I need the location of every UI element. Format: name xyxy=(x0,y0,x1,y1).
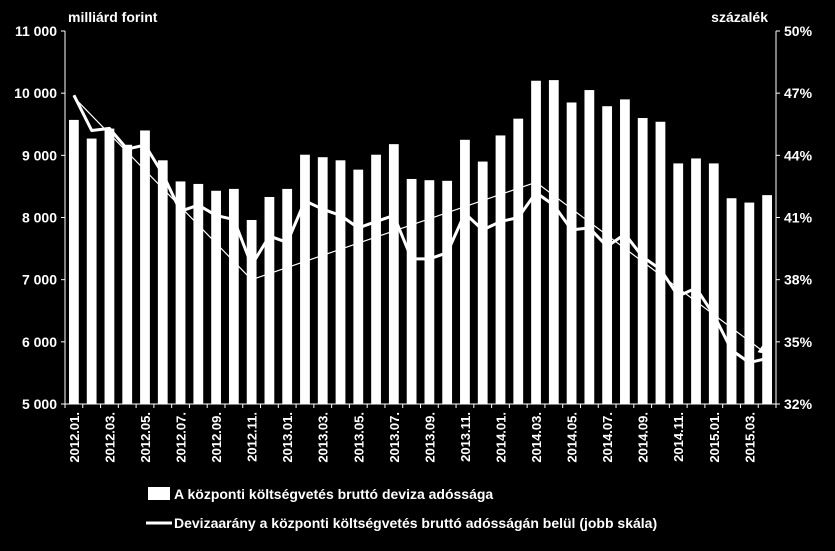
right-tick-label: 47% xyxy=(784,85,813,101)
bar xyxy=(460,139,470,404)
bar xyxy=(228,188,239,404)
x-tick-label: 2014.09. xyxy=(636,412,651,463)
bar xyxy=(157,160,168,404)
legend-bar-label: A központi költségvetés bruttó deviza ad… xyxy=(174,486,493,502)
x-tick-label: 2014.03. xyxy=(529,412,544,463)
x-tick-label: 2014.01. xyxy=(493,412,508,463)
bar xyxy=(175,181,186,404)
bar xyxy=(726,198,737,404)
x-tick-label: 2012.05. xyxy=(138,412,153,463)
bar xyxy=(371,154,381,404)
bar xyxy=(406,178,417,404)
bar xyxy=(744,202,755,404)
bar xyxy=(708,163,719,404)
bar xyxy=(68,119,79,405)
bar xyxy=(673,163,684,404)
bar xyxy=(335,160,346,404)
x-tick-label: 2012.07. xyxy=(174,412,189,463)
bar xyxy=(691,158,701,404)
trend-arrowhead xyxy=(757,345,768,355)
bar xyxy=(531,80,541,404)
bar xyxy=(353,169,364,404)
bar xyxy=(566,102,577,404)
bar xyxy=(300,154,310,404)
bar xyxy=(495,135,506,404)
bar xyxy=(762,195,773,404)
x-tick-label: 2014.11. xyxy=(671,412,686,462)
right-tick-label: 50% xyxy=(784,23,813,39)
x-tick-label: 2012.03. xyxy=(102,412,117,463)
bar xyxy=(602,106,613,404)
left-tick-label: 7 000 xyxy=(22,272,57,288)
tick-labels: 5 000 6 000 7 000 8 000 9 000 10 000 11 000 32%… xyxy=(14,23,812,463)
left-tick-label: 5 000 xyxy=(22,396,57,412)
left-tick-label: 11 000 xyxy=(15,23,57,39)
x-tick-label: 2015.01. xyxy=(707,412,722,463)
bar xyxy=(122,144,133,404)
x-tick-label: 2012.01. xyxy=(67,412,82,463)
left-tick-label: 10 000 xyxy=(14,85,57,101)
bar xyxy=(86,138,97,404)
right-axis-title: százalék xyxy=(711,9,768,25)
percentage-line xyxy=(72,94,768,365)
bar xyxy=(442,180,453,404)
bar xyxy=(655,121,666,404)
x-tick-label: 2013.09. xyxy=(422,412,437,463)
legend-bar-swatch xyxy=(148,487,170,500)
bar xyxy=(388,144,399,405)
legend: A központi költségvetés bruttó deviza ad… xyxy=(146,486,657,531)
bar xyxy=(584,90,595,404)
left-tick-label: 8 000 xyxy=(22,210,57,226)
bar xyxy=(246,219,257,404)
x-tick-label: 2013.01. xyxy=(280,412,295,463)
right-tick-label: 32% xyxy=(784,396,813,412)
left-axis-title: milliárd forint xyxy=(68,9,158,25)
legend-line-label: Devizaarány a központi költségvetés brut… xyxy=(174,515,657,531)
axes xyxy=(61,30,780,408)
x-tick-label: 2013.11. xyxy=(458,412,473,462)
right-tick-label: 41% xyxy=(784,210,813,226)
x-tick-label: 2014.07. xyxy=(600,412,615,463)
left-tick-label: 9 000 xyxy=(22,147,57,163)
x-tick-label: 2015.03. xyxy=(742,412,757,463)
bar xyxy=(264,196,275,404)
bar xyxy=(424,180,435,404)
x-tick-label: 2013.07. xyxy=(387,412,402,463)
right-tick-label: 38% xyxy=(784,272,813,288)
x-tick-label: 2013.03. xyxy=(316,412,331,463)
bar xyxy=(140,130,150,404)
bar xyxy=(193,183,204,404)
x-tick-label: 2013.05. xyxy=(351,412,366,463)
bar xyxy=(477,161,488,404)
bar xyxy=(211,190,221,404)
x-tick-label: 2012.11. xyxy=(245,412,260,462)
bar xyxy=(104,128,115,404)
x-tick-label: 2012.09. xyxy=(209,412,224,463)
x-tick-label: 2014.05. xyxy=(565,412,580,463)
bar xyxy=(620,99,630,404)
bar xyxy=(317,157,328,404)
bar-series xyxy=(68,80,773,405)
line-series xyxy=(72,94,768,365)
right-tick-label: 35% xyxy=(784,334,813,350)
left-tick-label: 6 000 xyxy=(22,334,57,350)
trend-line xyxy=(73,96,768,355)
right-tick-label: 44% xyxy=(784,147,813,163)
bar xyxy=(513,118,524,404)
bar xyxy=(282,188,293,404)
bar xyxy=(548,80,559,404)
